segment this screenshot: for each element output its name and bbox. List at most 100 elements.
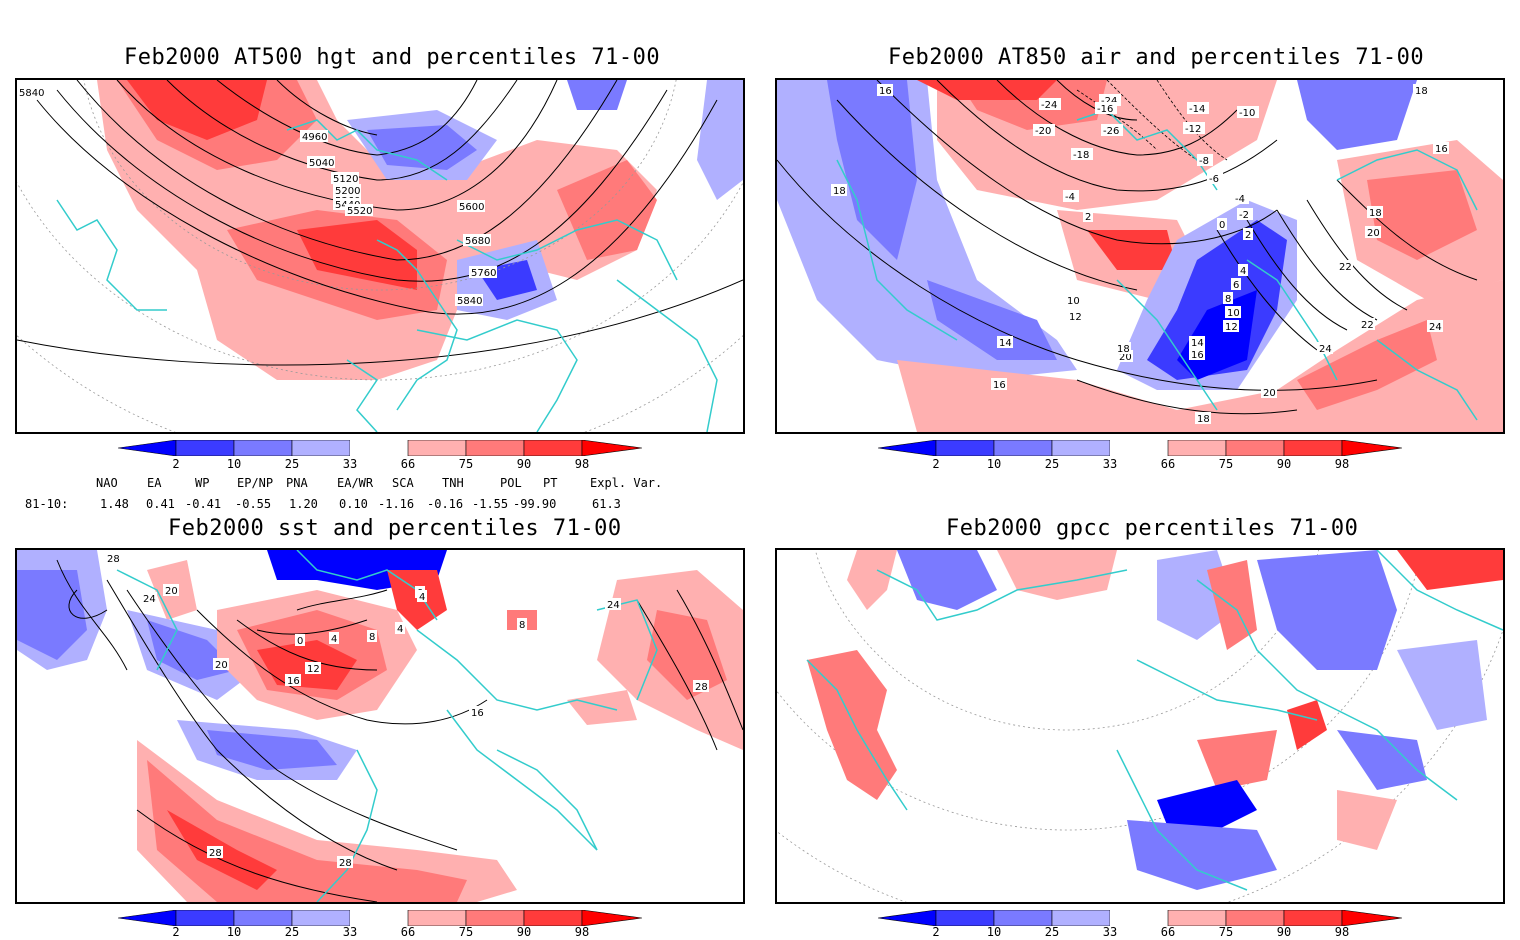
contour-label: 20: [163, 584, 179, 597]
map-sst-svg: [17, 550, 743, 902]
svg-text:16: 16: [993, 380, 1006, 391]
index-value: 1.20: [289, 497, 318, 511]
contour-label: 18: [1413, 84, 1429, 97]
colorbar-sst: 2 10 25 33 66 75 90 98: [117, 909, 643, 940]
coastlines: [56, 119, 718, 432]
svg-text:4: 4: [397, 624, 403, 635]
contour-label: 5120: [331, 172, 359, 185]
contour-label: 5040: [307, 156, 335, 169]
precip-red-patch: [1337, 790, 1397, 850]
svg-text:28: 28: [209, 848, 222, 859]
svg-text:-16: -16: [1097, 104, 1113, 115]
negative-contours: [1076, 80, 1228, 161]
contour-label: -16: [1095, 102, 1117, 115]
contour-label: -26: [1101, 124, 1123, 137]
contour-label: 4: [395, 622, 405, 635]
precip-red-patch: [1397, 550, 1503, 590]
contour-label: 24: [605, 598, 621, 611]
contour-label: 14: [997, 336, 1013, 349]
contour-label: 20: [1261, 386, 1277, 399]
contour-label: 5200: [333, 184, 361, 197]
precip-blue-patch: [897, 550, 997, 610]
precip-red-patch: [997, 550, 1117, 600]
svg-text:-10: -10: [1239, 108, 1255, 119]
colorbar-gpcc: 2 10 25 33 66 75 90 98: [877, 909, 1403, 940]
contour-label: 6: [1231, 278, 1241, 291]
colorbar-swatches: [117, 439, 643, 457]
contour-label: 18: [1367, 206, 1383, 219]
svg-text:-14: -14: [1189, 104, 1205, 115]
colorbar-swatches: [877, 909, 1403, 927]
index-value: -0.55: [235, 497, 272, 511]
svg-text:18: 18: [1415, 86, 1428, 97]
contour-label: 20: [213, 658, 229, 671]
svg-text:14: 14: [999, 338, 1012, 349]
contour-label: 24: [1427, 320, 1443, 333]
contour-label: 18: [1115, 342, 1131, 355]
anomaly-red-zone: [557, 160, 657, 260]
svg-text:12: 12: [307, 664, 320, 675]
svg-text:24: 24: [1429, 322, 1442, 333]
contour-label: 5520: [345, 204, 373, 217]
svg-text:24: 24: [607, 600, 620, 611]
index-name: NAO: [96, 476, 118, 490]
colorbar-swatches: [877, 439, 1403, 457]
index-name: EA: [147, 476, 162, 490]
svg-text:-4: -4: [1235, 194, 1245, 205]
contour-label: 28: [105, 552, 121, 565]
anomaly-red-zone: [647, 610, 727, 700]
svg-text:5200: 5200: [335, 186, 360, 197]
contour-label: 22: [1359, 318, 1375, 331]
contour-label: -4: [1233, 192, 1249, 205]
svg-text:16: 16: [1191, 350, 1204, 361]
svg-text:8: 8: [369, 632, 375, 643]
colorbar-tick: 66: [400, 925, 416, 939]
svg-text:24: 24: [143, 594, 156, 605]
svg-text:4: 4: [419, 592, 425, 603]
map-gpcc-svg: [777, 550, 1503, 902]
svg-text:-24: -24: [1041, 100, 1057, 111]
svg-text:22: 22: [1339, 262, 1352, 273]
svg-text:20: 20: [1263, 388, 1276, 399]
index-name: PNA: [286, 476, 308, 490]
contour-label: 2: [1243, 228, 1253, 241]
svg-text:2: 2: [1245, 230, 1251, 241]
contour-label: 2: [1083, 210, 1093, 223]
svg-text:24: 24: [1319, 344, 1332, 355]
precip-red-patch: [1207, 560, 1257, 650]
contour-label: 20: [1365, 226, 1381, 239]
index-value: -0.41: [185, 497, 222, 511]
precip-blue-patch: [1157, 780, 1257, 830]
contour-label: 10: [1065, 294, 1081, 307]
contour-label: -8: [1197, 154, 1213, 167]
colorbar-tick: 25: [1044, 925, 1060, 939]
svg-text:18: 18: [1197, 414, 1210, 425]
colorbar-tick: 98: [1334, 925, 1350, 939]
svg-text:-8: -8: [1199, 156, 1209, 167]
colorbar-tick: 90: [516, 457, 532, 471]
contour-label: 16: [877, 84, 893, 97]
index-period: 81-10:: [25, 497, 69, 511]
map-panel-at850: [775, 78, 1505, 434]
colorbar-tick: 2: [172, 925, 180, 939]
colorbar-tick: 2: [932, 457, 940, 471]
contour-label: 12: [305, 662, 321, 675]
contour-label: 18: [1195, 412, 1211, 425]
svg-text:5600: 5600: [459, 202, 484, 213]
svg-text:18: 18: [1117, 344, 1130, 355]
svg-text:5840: 5840: [457, 296, 482, 307]
anomaly-red-zone: [297, 220, 417, 290]
colorbar-tick: 25: [1044, 457, 1060, 471]
height-contours: [17, 80, 743, 366]
svg-text:5040: 5040: [309, 158, 334, 169]
contour-label: 18: [831, 184, 847, 197]
anomaly-red-zone: [127, 80, 267, 140]
anomaly-blue-zone: [827, 80, 917, 260]
index-name: Expl. Var.: [590, 476, 663, 490]
svg-text:28: 28: [107, 554, 120, 565]
svg-text:4960: 4960: [302, 132, 327, 143]
contour-label: 28: [207, 846, 223, 859]
index-names-row: NAO EA WP EP/NP PNA EA/WR SCA TNH POL PT…: [0, 476, 700, 492]
contour-label: -24: [1039, 98, 1061, 111]
colorbar-tick: 75: [1218, 925, 1234, 939]
